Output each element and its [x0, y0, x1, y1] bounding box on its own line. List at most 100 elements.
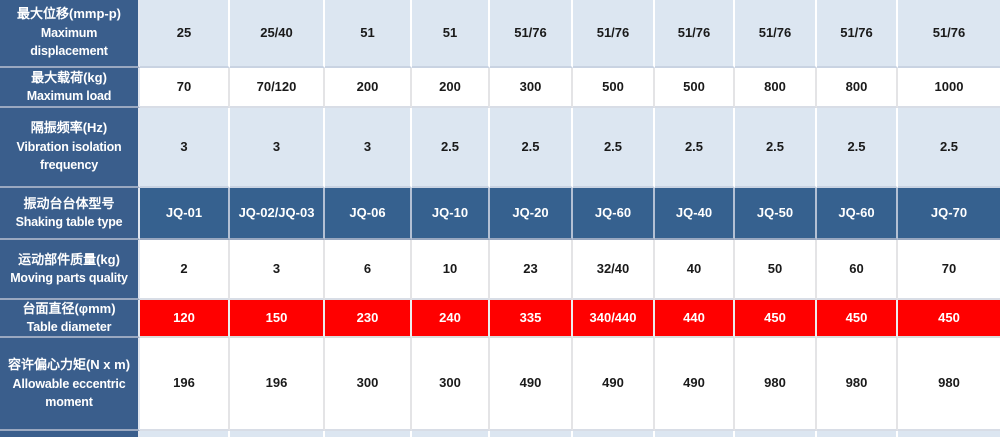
row-header-zh: 振动台台体型号 — [23, 195, 115, 211]
cell-table-diameter-col2: 150 — [230, 300, 325, 338]
cell-max-load-col2: 70/120 — [230, 68, 325, 108]
row-header-en: Vibration isolation frequency — [16, 140, 122, 173]
cell-partial-next-row-col10 — [898, 431, 1000, 437]
cell-table-diameter-col10: 450 — [898, 300, 1000, 338]
cell-partial-next-row-col1 — [140, 431, 230, 437]
table-row-vibration-isolation-frequency: 隔振频率(Hz) Vibration isolation frequency 3 3 3… — [0, 108, 1000, 188]
cell-shaking-table-type-col2: JQ-02/JQ-03 — [230, 188, 325, 240]
cell-max-load-col7: 500 — [655, 68, 735, 108]
row-header-partial-next-row — [0, 431, 140, 437]
cell-max-load-col1: 70 — [140, 68, 230, 108]
cell-moving-parts-quality-col5: 23 — [490, 240, 573, 300]
row-header-max-displacement: 最大位移(mmp-p) Maximum displacement — [0, 0, 140, 68]
cell-moving-parts-quality-col3: 6 — [325, 240, 412, 300]
row-header-en: Maximum displacement — [30, 26, 108, 59]
cell-allowable-eccentric-moment-col4: 300 — [412, 338, 490, 431]
cell-shaking-table-type-col4: JQ-10 — [412, 188, 490, 240]
cell-shaking-table-type-col5: JQ-20 — [490, 188, 573, 240]
cell-max-displacement-col10: 51/76 — [898, 0, 1000, 68]
cell-moving-parts-quality-col4: 10 — [412, 240, 490, 300]
row-header-zh: 容许偏心力矩(N x m) — [7, 356, 131, 372]
cell-vibration-isolation-frequency-col1: 3 — [140, 108, 230, 188]
cell-moving-parts-quality-col6: 32/40 — [573, 240, 655, 300]
cell-allowable-eccentric-moment-col3: 300 — [325, 338, 412, 431]
cell-vibration-isolation-frequency-col10: 2.5 — [898, 108, 1000, 188]
row-header-zh: 隔振频率(Hz) — [30, 120, 108, 136]
cell-allowable-eccentric-moment-col7: 490 — [655, 338, 735, 431]
cell-vibration-isolation-frequency-col3: 3 — [325, 108, 412, 188]
cell-allowable-eccentric-moment-col5: 490 — [490, 338, 573, 431]
cell-moving-parts-quality-col2: 3 — [230, 240, 325, 300]
row-header-vibration-isolation-frequency: 隔振频率(Hz) Vibration isolation frequency — [0, 108, 140, 188]
cell-table-diameter-col8: 450 — [735, 300, 817, 338]
cell-max-load-col9: 800 — [817, 68, 898, 108]
row-header-shaking-table-type: 振动台台体型号 Shaking table type — [0, 188, 140, 240]
table-row-max-displacement: 最大位移(mmp-p) Maximum displacement 25 25/40 51… — [0, 0, 1000, 68]
cell-max-displacement-col9: 51/76 — [817, 0, 898, 68]
cell-max-displacement-col4: 51 — [412, 0, 490, 68]
cell-table-diameter-col9: 450 — [817, 300, 898, 338]
cell-max-load-col8: 800 — [735, 68, 817, 108]
cell-vibration-isolation-frequency-col7: 2.5 — [655, 108, 735, 188]
cell-shaking-table-type-col3: JQ-06 — [325, 188, 412, 240]
cell-max-load-col3: 200 — [325, 68, 412, 108]
row-header-en: Table diameter — [26, 320, 112, 335]
cell-max-displacement-col1: 25 — [140, 0, 230, 68]
row-header-en: Shaking table type — [15, 215, 123, 230]
cell-table-diameter-col4: 240 — [412, 300, 490, 338]
cell-shaking-table-type-col1: JQ-01 — [140, 188, 230, 240]
cell-allowable-eccentric-moment-col9: 980 — [817, 338, 898, 431]
cell-partial-next-row-col3 — [325, 431, 412, 437]
row-header-max-load: 最大载荷(kg) Maximum load — [0, 68, 140, 108]
cell-vibration-isolation-frequency-col4: 2.5 — [412, 108, 490, 188]
cell-max-load-col6: 500 — [573, 68, 655, 108]
cell-shaking-table-type-col9: JQ-60 — [817, 188, 898, 240]
cell-max-displacement-col2: 25/40 — [230, 0, 325, 68]
cell-table-diameter-col3: 230 — [325, 300, 412, 338]
table-row-max-load: 最大载荷(kg) Maximum load 70 70/120 200 200 300 500… — [0, 68, 1000, 108]
cell-shaking-table-type-col8: JQ-50 — [735, 188, 817, 240]
cell-max-displacement-col8: 51/76 — [735, 0, 817, 68]
table-row-table-diameter: 台面直径(φmm) Table diameter 120 150 230 240 335 34… — [0, 300, 1000, 338]
cell-partial-next-row-col6 — [573, 431, 655, 437]
row-header-zh: 运动部件质量(kg) — [18, 251, 120, 267]
cell-allowable-eccentric-moment-col10: 980 — [898, 338, 1000, 431]
row-header-en: Maximum load — [26, 89, 112, 104]
cell-moving-parts-quality-col1: 2 — [140, 240, 230, 300]
cell-moving-parts-quality-col9: 60 — [817, 240, 898, 300]
cell-max-load-col10: 1000 — [898, 68, 1000, 108]
row-header-allowable-eccentric-moment: 容许偏心力矩(N x m) Allowable eccentric moment — [0, 338, 140, 431]
cell-partial-next-row-col9 — [817, 431, 898, 437]
cell-allowable-eccentric-moment-col8: 980 — [735, 338, 817, 431]
table-row-partial-next-row — [0, 431, 1000, 437]
cell-table-diameter-col6: 340/440 — [573, 300, 655, 338]
row-header-zh: 台面直径(φmm) — [22, 300, 116, 316]
cell-max-load-col4: 200 — [412, 68, 490, 108]
cell-vibration-isolation-frequency-col6: 2.5 — [573, 108, 655, 188]
table-row-moving-parts-quality: 运动部件质量(kg) Moving parts quality 2 3 6 10 23 32/… — [0, 240, 1000, 300]
cell-vibration-isolation-frequency-col2: 3 — [230, 108, 325, 188]
row-header-zh: 最大位移(mmp-p) — [17, 6, 121, 22]
cell-max-displacement-col3: 51 — [325, 0, 412, 68]
cell-partial-next-row-col4 — [412, 431, 490, 437]
row-header-moving-parts-quality: 运动部件质量(kg) Moving parts quality — [0, 240, 140, 300]
cell-partial-next-row-col2 — [230, 431, 325, 437]
cell-table-diameter-col5: 335 — [490, 300, 573, 338]
row-header-en: Allowable eccentric moment — [12, 376, 126, 409]
cell-table-diameter-col7: 440 — [655, 300, 735, 338]
cell-moving-parts-quality-col8: 50 — [735, 240, 817, 300]
cell-max-displacement-col5: 51/76 — [490, 0, 573, 68]
cell-vibration-isolation-frequency-col9: 2.5 — [817, 108, 898, 188]
cell-max-displacement-col7: 51/76 — [655, 0, 735, 68]
cell-allowable-eccentric-moment-col1: 196 — [140, 338, 230, 431]
cell-max-load-col5: 300 — [490, 68, 573, 108]
cell-allowable-eccentric-moment-col2: 196 — [230, 338, 325, 431]
cell-partial-next-row-col7 — [655, 431, 735, 437]
cell-vibration-isolation-frequency-col5: 2.5 — [490, 108, 573, 188]
row-header-table-diameter: 台面直径(φmm) Table diameter — [0, 300, 140, 338]
cell-moving-parts-quality-col10: 70 — [898, 240, 1000, 300]
row-header-zh: 最大载荷(kg) — [31, 69, 107, 85]
cell-vibration-isolation-frequency-col8: 2.5 — [735, 108, 817, 188]
cell-allowable-eccentric-moment-col6: 490 — [573, 338, 655, 431]
